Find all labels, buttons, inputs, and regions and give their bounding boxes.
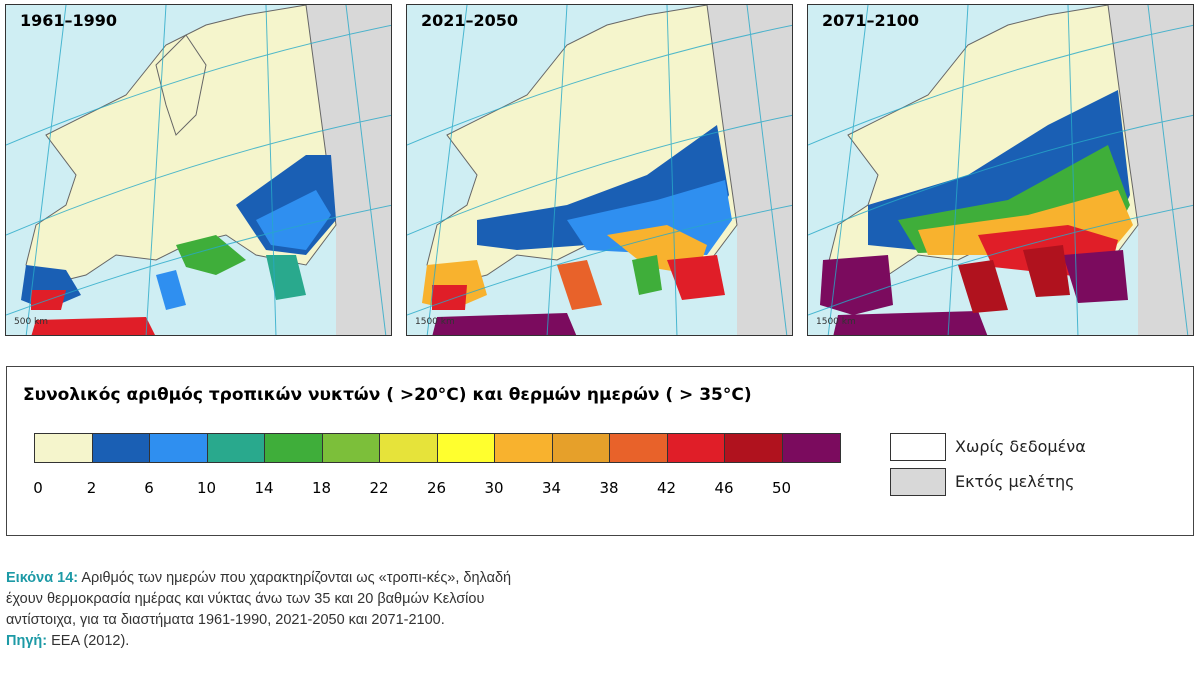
legend-tick-label: 38: [599, 479, 619, 497]
legend-tick-label: 22: [369, 479, 389, 497]
legend-swatch: [322, 434, 380, 462]
legend-swatch: [92, 434, 150, 462]
legend-swatch: [150, 434, 208, 462]
period-label: 2021–2050: [421, 11, 519, 30]
europe-map-2071-2100: [808, 5, 1193, 335]
europe-map-2021-2050: [407, 5, 792, 335]
legend-tick-label: 0: [33, 479, 43, 497]
map-panel-2021-2050: 2021–2050 1500 km: [406, 4, 793, 336]
map-panels: 1961–1990 500 km 2021–2050 1500 km: [5, 4, 1195, 336]
legend-tick-label: 50: [771, 479, 792, 497]
legend-tick-label: 34: [541, 479, 562, 497]
legend-tick-label: 14: [254, 479, 274, 497]
figure-caption: Εικόνα 14: Αριθμός των ημερών που χαρακτ…: [6, 568, 546, 652]
map-panel-1961-1990: 1961–1990 500 km: [5, 4, 392, 336]
out-of-study-swatch: [890, 468, 946, 496]
period-label: 1961–1990: [20, 11, 118, 30]
source-text: EEA (2012).: [47, 633, 130, 649]
legend-swatch: [782, 434, 840, 462]
legend-swatch: [265, 434, 323, 462]
legend-title: Συνολικός αριθμός τροπικών νυκτών ( >20°…: [23, 385, 752, 405]
no-data-label: Χωρίς δεδομένα: [955, 437, 1086, 456]
scale-bar: 1500 km: [415, 317, 455, 327]
figure-label: Εικόνα 14:: [6, 570, 79, 586]
map-panel-2071-2100: 2071–2100 1500 km: [807, 4, 1194, 336]
out-of-study-label: Εκτός μελέτης: [955, 472, 1075, 491]
scale-bar: 500 km: [14, 317, 49, 327]
scale-bar: 1500 km: [816, 317, 856, 327]
legend-colorbar: [34, 433, 841, 463]
source-label: Πηγή:: [6, 633, 48, 649]
legend-swatch: [380, 434, 438, 462]
europe-map-1961-1990: [6, 5, 391, 335]
legend-swatch: [437, 434, 495, 462]
legend-tick-label: 26: [426, 479, 447, 497]
legend-swatch: [610, 434, 668, 462]
legend-swatch: [35, 434, 93, 462]
legend-box: Συνολικός αριθμός τροπικών νυκτών ( >20°…: [6, 366, 1194, 536]
caption-text: Αριθμός των ημερών που χαρακτηρίζονται ω…: [6, 570, 512, 628]
legend-tick-label: 42: [656, 479, 677, 497]
legend-swatch: [725, 434, 783, 462]
legend-tick-label: 10: [196, 479, 217, 497]
period-label: 2071–2100: [822, 11, 920, 30]
legend-swatch: [495, 434, 553, 462]
legend-tick-label: 46: [714, 479, 734, 497]
legend-tick-label: 30: [484, 479, 504, 497]
legend-swatch: [552, 434, 610, 462]
legend-ticks: 0 2 6 10 14 18 22 26 30 34 38 42 46 50: [33, 479, 854, 499]
no-data-swatch: [890, 433, 946, 461]
legend-tick-label: 2: [86, 479, 97, 497]
legend-tick-label: 6: [144, 479, 154, 497]
legend-swatch: [667, 434, 725, 462]
legend-swatch: [207, 434, 265, 462]
legend-tick-label: 18: [311, 479, 332, 497]
